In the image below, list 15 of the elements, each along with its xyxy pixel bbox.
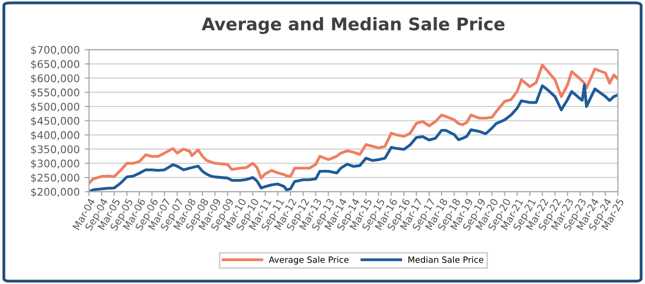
y-tick-label: $250,000 xyxy=(31,174,80,183)
y-tick-label: $550,000 xyxy=(31,88,80,98)
chart-title: Average and Median Sale Price xyxy=(202,17,505,34)
y-tick-label: $400,000 xyxy=(31,130,80,140)
y-tick-label: $500,000 xyxy=(31,102,80,112)
y-tick-label: $350,000 xyxy=(31,145,80,155)
legend-label: Average Sale Price xyxy=(268,256,349,265)
y-tick-label: $700,000 xyxy=(31,46,80,56)
y-tick-label: $200,000 xyxy=(31,188,80,198)
y-tick-label: $650,000 xyxy=(31,60,80,70)
y-tick-label: $600,000 xyxy=(31,74,80,84)
y-tick-label: $300,000 xyxy=(31,159,80,169)
y-tick-label: $450,000 xyxy=(31,116,80,126)
line-series xyxy=(89,64,618,185)
legend-label: Median Sale Price xyxy=(408,256,484,263)
